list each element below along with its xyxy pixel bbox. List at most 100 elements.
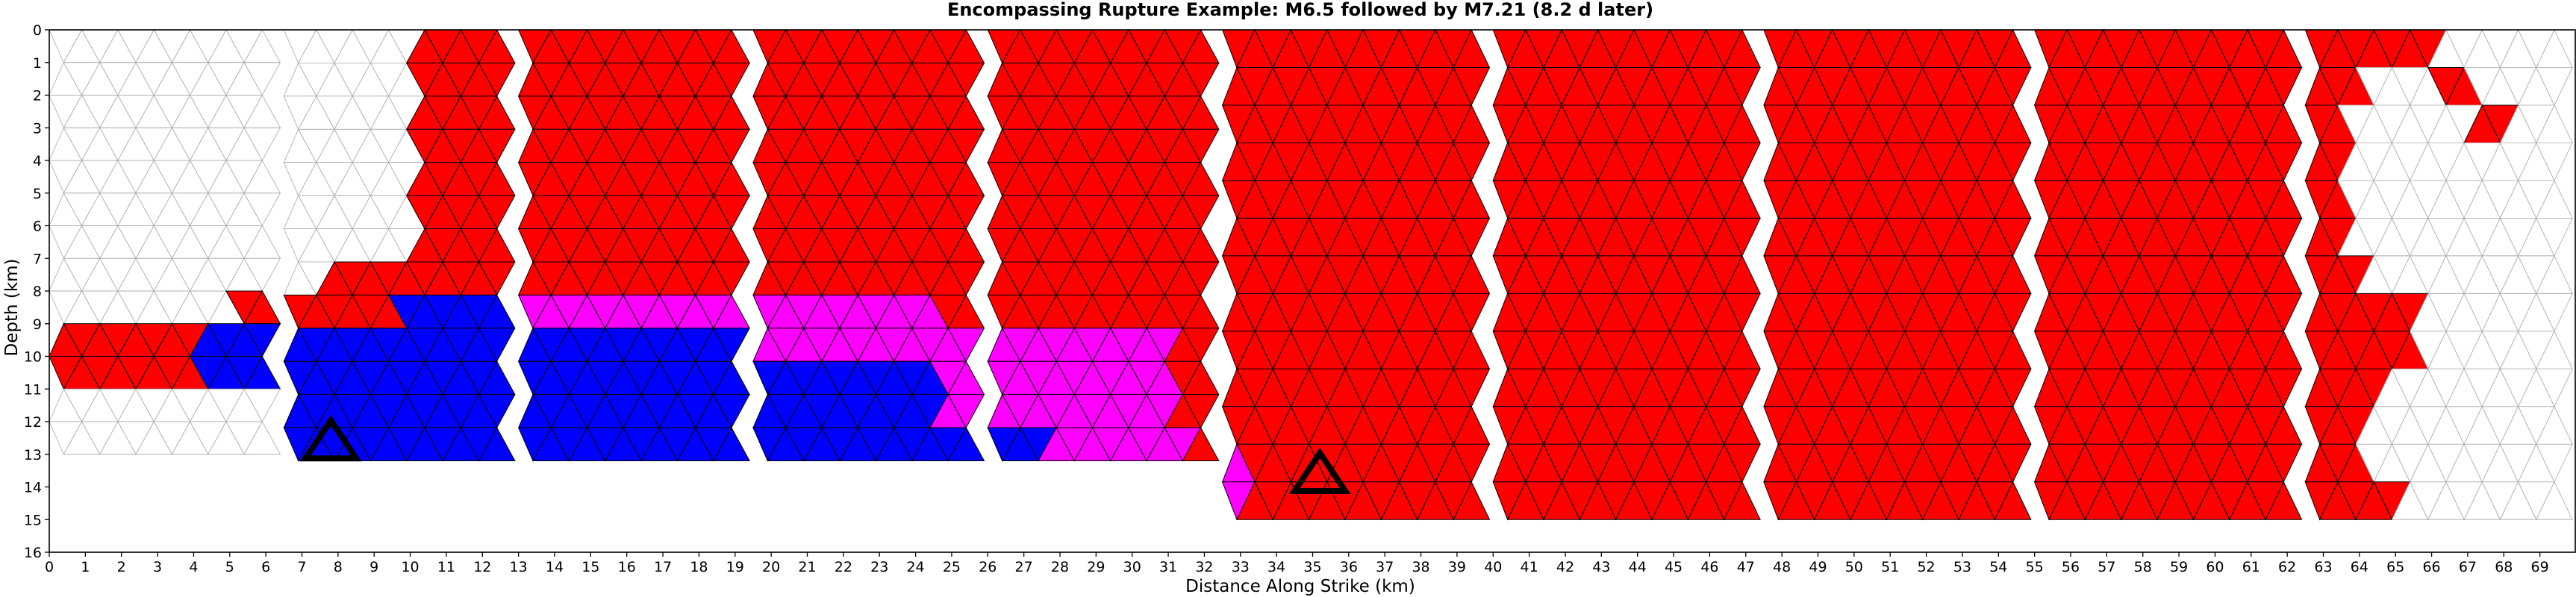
x-tick-label: 60 <box>2206 559 2224 575</box>
x-tick-label: 26 <box>979 559 997 575</box>
mesh-element-s2-r5 <box>712 195 750 230</box>
y-tick-label: 15 <box>24 512 42 528</box>
x-tick-label: 38 <box>1412 559 1429 575</box>
x-tick-label: 66 <box>2422 559 2440 575</box>
y-tick-label: 16 <box>24 545 42 561</box>
x-tick-label: 42 <box>1556 559 1574 575</box>
mesh-element-s7-r12 <box>1994 481 2032 520</box>
mesh-element-s6-r5 <box>1723 217 1761 257</box>
x-tick-label: 65 <box>2386 559 2404 575</box>
mesh-element-s4-r9 <box>1182 328 1220 363</box>
mesh-element-s8-r12 <box>2265 481 2303 520</box>
mesh-element-s3-r9 <box>947 328 985 363</box>
x-tick-label: 24 <box>906 559 924 575</box>
x-tick-label: 23 <box>870 559 888 575</box>
mesh-element-s5-r5 <box>1453 217 1491 257</box>
y-tick-label: 2 <box>33 88 42 104</box>
mesh-element-s1-r12 <box>478 427 516 461</box>
x-tick-label: 40 <box>1484 559 1502 575</box>
mesh-element-s0-r11 <box>243 388 281 422</box>
x-tick-label: 14 <box>546 559 564 575</box>
y-tick-label: 11 <box>24 381 42 398</box>
x-tick-label: 44 <box>1629 559 1647 575</box>
mesh-element-s3-r5 <box>947 195 985 230</box>
mesh-element-s8-r9 <box>2265 368 2303 407</box>
x-tick-label: 20 <box>762 559 780 575</box>
mesh-element-s8-r5 <box>2265 217 2303 257</box>
mesh-element-s8-r1 <box>2265 66 2303 107</box>
mesh-element-s3-r1 <box>947 62 985 97</box>
mesh-element-s3-r7 <box>947 261 985 296</box>
mesh-element-s5-r7 <box>1453 293 1491 333</box>
mesh-element-s3-r11 <box>947 394 985 429</box>
mesh-element-s5-r11 <box>1453 443 1491 483</box>
x-tick-label: 1 <box>81 559 90 575</box>
mesh-element-s7-r7 <box>1994 293 2032 333</box>
mesh-element-s6-r1 <box>1723 66 1761 107</box>
mesh-element-s4-r1 <box>1182 62 1220 97</box>
x-tick-label: 29 <box>1087 559 1105 575</box>
mesh-element-s7-r11 <box>1994 443 2032 483</box>
mesh-element-s1-r9 <box>478 328 516 363</box>
x-tick-label: 15 <box>581 559 599 575</box>
x-tick-label: 36 <box>1340 559 1358 575</box>
x-tick-label: 27 <box>1015 559 1033 575</box>
x-tick-label: 68 <box>2495 559 2513 575</box>
x-tick-label: 47 <box>1737 559 1755 575</box>
x-tick-label: 37 <box>1376 559 1394 575</box>
mesh-element-s4-r7 <box>1182 261 1220 296</box>
mesh-element-s5-r1 <box>1453 66 1491 107</box>
mesh-element-s8-r11 <box>2265 443 2303 483</box>
mesh-element-s3-r3 <box>947 128 985 163</box>
chart-title: Encompassing Rupture Example: M6.5 follo… <box>947 0 1653 20</box>
mesh-element-s1-r1 <box>478 62 516 97</box>
y-tick-label: 12 <box>24 414 42 431</box>
x-tick-label: 12 <box>473 559 491 575</box>
y-tick-label: 9 <box>33 316 42 333</box>
x-tick-label: 4 <box>189 559 198 575</box>
x-tick-label: 55 <box>2026 559 2044 575</box>
x-tick-label: 53 <box>1953 559 1971 575</box>
mesh-element-s0-r7 <box>243 257 281 292</box>
x-tick-label: 54 <box>1989 559 2007 575</box>
mesh-element-s2-r1 <box>712 62 750 97</box>
x-tick-label: 7 <box>297 559 306 575</box>
mesh-element-s9-r5 <box>2536 217 2573 257</box>
mesh-element-s7-r5 <box>1994 217 2032 257</box>
x-tick-label: 28 <box>1051 559 1069 575</box>
x-tick-label: 62 <box>2278 559 2296 575</box>
mesh-element-s2-r3 <box>712 128 750 163</box>
y-tick-label: 5 <box>33 186 42 202</box>
mesh-element-s9-r9 <box>2536 368 2573 407</box>
x-tick-label: 52 <box>1917 559 1935 575</box>
x-tick-label: 46 <box>1700 559 1718 575</box>
x-tick-label: 56 <box>2062 559 2080 575</box>
mesh-element-s9-r11 <box>2536 443 2573 483</box>
mesh-element-s9-r3 <box>2536 142 2573 181</box>
y-tick-label: 8 <box>33 284 42 300</box>
x-tick-label: 57 <box>2098 559 2115 575</box>
y-tick-label: 7 <box>33 251 42 267</box>
mesh-element-s7-r3 <box>1994 142 2032 182</box>
x-tick-label: 3 <box>153 559 162 575</box>
x-tick-label: 32 <box>1195 559 1213 575</box>
x-tick-label: 19 <box>726 559 744 575</box>
y-tick-label: 0 <box>33 22 42 39</box>
x-tick-label: 49 <box>1809 559 1827 575</box>
x-tick-label: 59 <box>2170 559 2188 575</box>
y-tick-label: 13 <box>24 447 42 463</box>
mesh-element-s2-r12 <box>712 427 750 461</box>
mesh-element-s5-r3 <box>1453 142 1491 182</box>
x-tick-label: 69 <box>2531 559 2549 575</box>
x-tick-label: 50 <box>1845 559 1863 575</box>
mesh-element-s5-r12 <box>1453 481 1491 520</box>
axes-layer: 0 1 2 3 4 5 6 7 8 9 10 11 12 13 14 15 16 17 18 19 20 21 22 23 24… <box>24 22 2576 575</box>
mesh-element-s4-r12 <box>1182 427 1220 461</box>
hypocenter-layer <box>299 415 1351 494</box>
mesh-element-s4-r3 <box>1182 128 1220 163</box>
x-tick-label: 22 <box>835 559 852 575</box>
x-tick-label: 33 <box>1232 559 1250 575</box>
mesh-element-s2-r7 <box>712 261 750 296</box>
mesh-element-s4-r5 <box>1182 195 1220 230</box>
mesh-element-s4-r11 <box>1182 394 1220 429</box>
